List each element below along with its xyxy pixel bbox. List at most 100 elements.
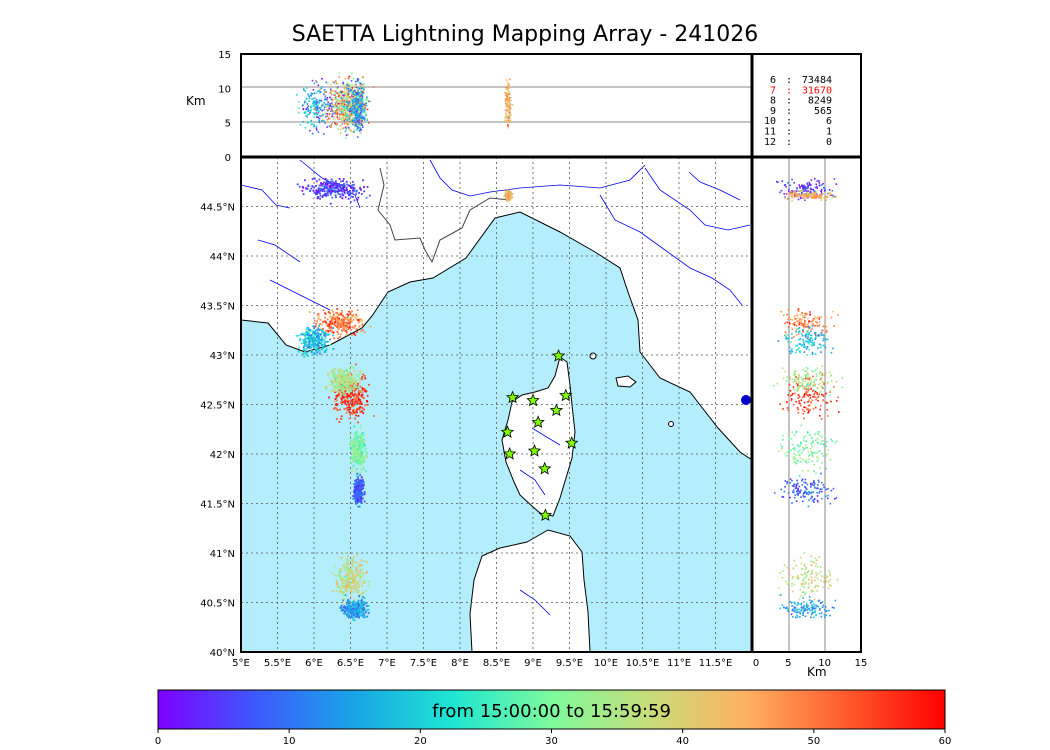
lightning-latitude-point	[800, 399, 803, 402]
lightning-source-point	[310, 351, 313, 354]
lightning-altitude-point	[331, 108, 333, 111]
lightning-source-point	[356, 384, 359, 387]
lightning-source-point	[331, 322, 334, 325]
lightning-latitude-point	[804, 374, 806, 377]
lightning-altitude-point	[347, 109, 349, 111]
lightning-latitude-point	[806, 483, 809, 486]
lightning-source-point	[361, 615, 364, 617]
lightning-altitude-point	[326, 108, 328, 111]
lightning-latitude-point	[819, 566, 822, 569]
lightning-altitude-point	[346, 97, 349, 99]
lightning-source-point	[363, 456, 366, 459]
lightning-source-point	[340, 318, 343, 321]
lightning-latitude-point	[824, 323, 826, 325]
lightning-source-point	[344, 606, 347, 608]
lightning-source-point	[361, 613, 364, 616]
lightning-source-point	[339, 186, 342, 188]
lightning-altitude-point	[337, 95, 340, 98]
lightning-source-point	[307, 337, 309, 340]
lightning-source-point	[332, 310, 334, 313]
lightning-source-point	[308, 335, 311, 338]
lightning-source-point	[345, 324, 347, 327]
lightning-altitude-point	[348, 75, 351, 78]
lightning-source-point	[346, 564, 348, 567]
lightning-source-point	[352, 497, 355, 500]
lightning-source-point	[354, 499, 357, 501]
lightning-source-point	[356, 475, 359, 477]
lightning-altitude-point	[330, 88, 332, 91]
lightning-altitude-point	[347, 84, 350, 87]
lightning-altitude-point	[356, 99, 359, 101]
station-star-icon	[526, 393, 540, 407]
lightning-source-point	[352, 386, 355, 389]
lightning-latitude-point	[777, 181, 779, 184]
lightning-source-point	[324, 177, 327, 180]
lightning-altitude-point	[351, 108, 354, 110]
lightning-altitude-point	[323, 106, 326, 108]
lightning-source-point	[335, 187, 337, 189]
lightning-source-point	[366, 185, 369, 188]
lightning-latitude-point	[819, 390, 822, 393]
lightning-altitude-point	[362, 99, 365, 102]
lightning-altitude-point	[341, 122, 343, 125]
lightning-source-point	[340, 579, 343, 582]
lightning-altitude-point	[327, 109, 329, 111]
lightning-source-point	[357, 386, 360, 389]
lightning-source-point	[323, 344, 326, 347]
lightning-altitude-point	[298, 107, 300, 109]
lightning-altitude-point	[357, 93, 360, 96]
lightning-source-point	[355, 433, 358, 435]
lightning-source-point	[320, 184, 322, 187]
lightning-source-point	[353, 603, 356, 606]
lightning-source-point	[360, 424, 362, 427]
lightning-latitude-point	[802, 185, 804, 187]
lightning-source-point	[343, 605, 346, 607]
lightning-source-point	[349, 383, 351, 385]
lightning-altitude-point	[360, 104, 363, 106]
lightning-source-point	[336, 190, 339, 193]
lightning-source-point	[357, 505, 360, 508]
lightning-latitude-point	[813, 381, 815, 384]
lightning-source-point	[346, 569, 349, 572]
lightning-latitude-point	[814, 406, 817, 409]
lightning-source-point	[354, 382, 357, 385]
lightning-source-point	[309, 328, 312, 331]
lightning-source-point	[356, 609, 359, 612]
lightning-latitude-point	[790, 398, 793, 400]
lightning-altitude-point	[342, 127, 344, 130]
lightning-latitude-point	[815, 317, 818, 320]
lightning-altitude-point	[356, 77, 359, 80]
lightning-source-point	[348, 310, 350, 313]
lightning-altitude-point	[335, 90, 338, 93]
lightning-source-point	[354, 567, 357, 570]
lightning-latitude-point	[806, 337, 809, 340]
lightning-latitude-point	[780, 189, 783, 192]
lightning-latitude-point	[802, 446, 804, 449]
lightning-source-point	[352, 318, 355, 321]
lightning-source-point	[346, 568, 349, 570]
lightning-latitude-point	[822, 394, 825, 396]
lightning-source-point	[354, 401, 357, 404]
station-star-icon	[549, 403, 564, 417]
lightning-source-point	[330, 182, 332, 185]
lightning-latitude-point	[805, 333, 807, 335]
lightning-source-point	[364, 404, 366, 407]
lightning-source-point	[358, 445, 361, 448]
lightning-latitude-point	[807, 385, 810, 388]
lightning-latitude-point	[821, 365, 824, 368]
lightning-latitude-point	[781, 445, 783, 448]
lightning-latitude-point	[832, 347, 834, 350]
lightning-source-point	[350, 595, 353, 597]
lightning-source-point	[340, 391, 343, 394]
lightning-source-point	[313, 326, 316, 328]
lightning-altitude-point	[336, 104, 338, 106]
lightning-source-point	[360, 468, 362, 471]
lightning-latitude-point	[809, 314, 811, 317]
lightning-source-point	[359, 391, 362, 394]
sardinia-landmass	[469, 529, 591, 652]
lightning-source-point	[336, 186, 339, 188]
lightning-latitude-point	[809, 188, 812, 191]
lightning-source-point	[336, 403, 339, 406]
lightning-source-point	[359, 188, 362, 191]
lightning-altitude-point	[352, 99, 355, 101]
